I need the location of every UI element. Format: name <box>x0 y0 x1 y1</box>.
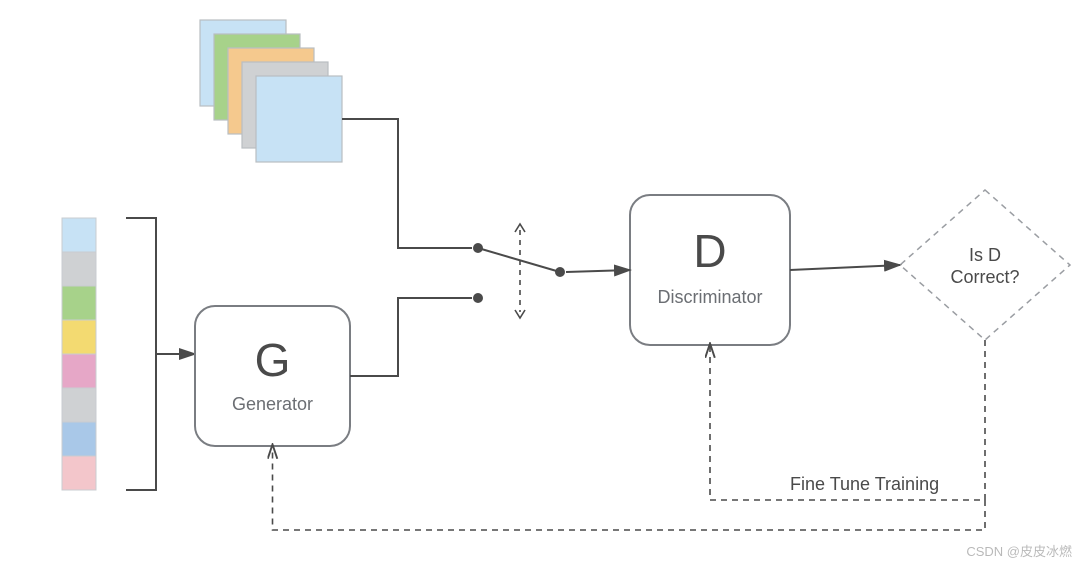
noise-vector-cell <box>62 422 96 456</box>
svg-text:G: G <box>255 334 291 386</box>
bracket <box>126 218 156 490</box>
svg-text:Correct?: Correct? <box>950 267 1019 287</box>
decision-diamond <box>900 190 1070 340</box>
switch-node <box>555 267 565 277</box>
svg-text:D: D <box>693 225 726 277</box>
noise-vector-cell <box>62 456 96 490</box>
noise-vector-cell <box>62 320 96 354</box>
svg-text:Generator: Generator <box>232 394 313 414</box>
noise-vector-cell <box>62 252 96 286</box>
watermark-text: CSDN @皮皮冰燃 <box>966 541 1072 560</box>
noise-vector-cell <box>62 354 96 388</box>
diagram-canvas: G Generator D Discriminator Is DCorrect? Fine… <box>0 0 1080 566</box>
edge-switch-to-discriminator <box>566 270 630 272</box>
real-image-card <box>256 76 342 162</box>
edge-generator-to-switch <box>350 298 472 376</box>
edge-real-to-switch <box>342 119 472 248</box>
noise-vector-cell <box>62 286 96 320</box>
noise-vector-cell <box>62 388 96 422</box>
noise-vector-cell <box>62 218 96 252</box>
edge-discriminator-to-decision <box>790 265 900 270</box>
svg-text:Is D: Is D <box>969 245 1001 265</box>
svg-text:Fine Tune Training: Fine Tune Training <box>790 474 939 494</box>
switch-connector <box>478 248 560 272</box>
switch-node <box>473 293 483 303</box>
switch-node <box>473 243 483 253</box>
svg-text:Discriminator: Discriminator <box>657 287 762 307</box>
